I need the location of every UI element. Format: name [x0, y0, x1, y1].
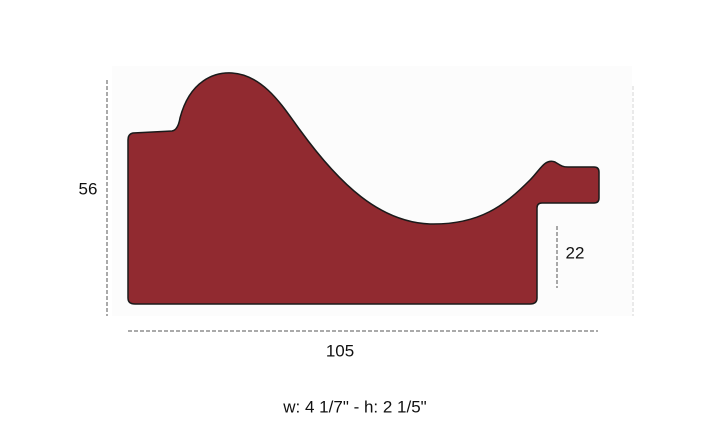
- profile-shape: [127, 72, 600, 305]
- width-label: 105: [326, 341, 354, 360]
- height-label: 56: [79, 179, 98, 198]
- rabbet-label: 22: [566, 243, 585, 262]
- size-caption: w: 4 1/7" - h: 2 1/5": [282, 397, 426, 416]
